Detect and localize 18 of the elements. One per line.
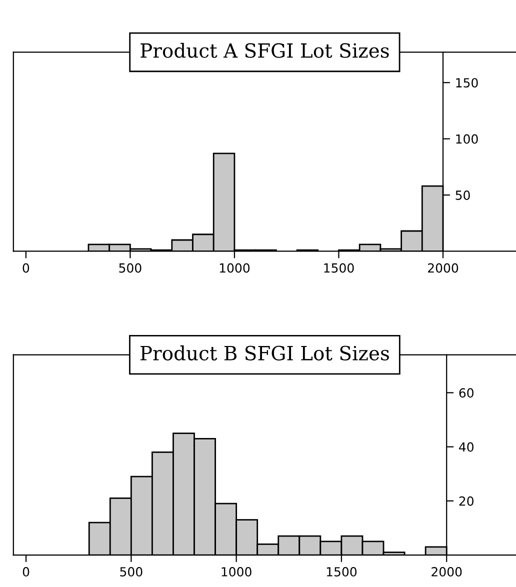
chart-title: Product A SFGI Lot Sizes bbox=[140, 42, 389, 58]
x-tick-label: 1000 bbox=[222, 567, 252, 576]
x-tick-label: 0 bbox=[22, 567, 30, 576]
y-tick-label: 50 bbox=[456, 190, 470, 200]
y-tick-label: 40 bbox=[459, 442, 474, 452]
x-tick-label: 1000 bbox=[220, 263, 250, 273]
x-tick-label: 1500 bbox=[326, 567, 357, 576]
x-tick-label: 2000 bbox=[428, 263, 458, 273]
y-tick-label: 20 bbox=[459, 496, 474, 506]
y-tick-label: 100 bbox=[456, 134, 478, 144]
x-tick-label: 1500 bbox=[324, 263, 354, 273]
chart-title: Product B SFGI Lot Sizes bbox=[140, 345, 389, 360]
y-tick-label: 150 bbox=[456, 78, 478, 88]
x-tick-label: 500 bbox=[119, 263, 142, 273]
x-tick-label: 0 bbox=[22, 263, 30, 273]
x-tick-label: 500 bbox=[120, 567, 142, 576]
y-tick-label: 60 bbox=[459, 388, 474, 398]
x-tick-label: 2000 bbox=[432, 567, 462, 576]
